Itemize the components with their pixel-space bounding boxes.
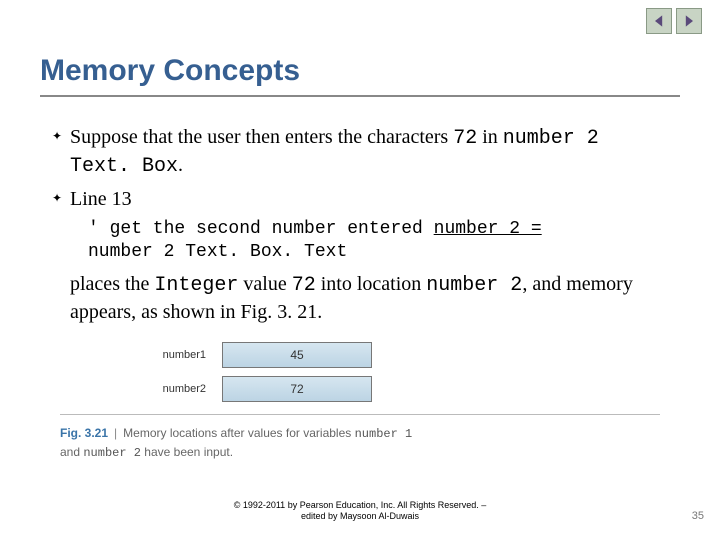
next-button[interactable] — [676, 8, 702, 34]
code-run: 72 — [292, 274, 316, 297]
slide: Memory Concepts ✦ Suppose that the user … — [0, 0, 720, 540]
text-run: have been input. — [141, 445, 233, 459]
bullet-item: ✦ Line 13 — [52, 186, 668, 212]
text-run: in — [477, 126, 503, 148]
memory-label: number2 — [92, 383, 222, 395]
slide-title: Memory Concepts — [40, 54, 300, 88]
bullet-marker: ✦ — [52, 124, 70, 180]
figure-label: Fig. 3.21 — [60, 426, 108, 440]
bullet-marker: ✦ — [52, 186, 70, 212]
memory-box: 72 — [222, 376, 372, 402]
text-run: places the — [70, 273, 154, 295]
memory-box: 45 — [222, 342, 372, 368]
code-run: Integer — [154, 274, 238, 297]
figure-sep: | — [108, 426, 123, 440]
figure-caption: Fig. 3.21|Memory locations after values … — [60, 424, 412, 462]
code-run: number 2 — [83, 446, 141, 460]
arrow-left-icon — [651, 13, 667, 29]
page-number: 35 — [692, 510, 704, 522]
nav-icons — [646, 8, 702, 34]
description-paragraph: places the Integer value 72 into locatio… — [70, 271, 668, 325]
code-run: number 1 — [355, 427, 413, 441]
title-underline — [40, 95, 680, 97]
code-assign: number 2 = — [434, 219, 542, 239]
figure-divider — [60, 414, 660, 415]
prev-button[interactable] — [646, 8, 672, 34]
memory-row: number2 72 — [92, 376, 612, 402]
memory-diagram: number1 45 number2 72 — [92, 342, 612, 410]
footer-line: © 1992-2011 by Pearson Education, Inc. A… — [234, 500, 487, 510]
text-run: into location — [316, 273, 427, 295]
text-run: . — [178, 154, 183, 176]
code-block: ' get the second number entered number 2… — [88, 218, 668, 263]
code-comment: ' get the second number entered — [88, 219, 434, 239]
text-run: and — [60, 445, 83, 459]
code-run: number 2 — [426, 274, 522, 297]
memory-row: number1 45 — [92, 342, 612, 368]
code-run: 72 — [453, 127, 477, 150]
bullet-item: ✦ Suppose that the user then enters the … — [52, 124, 668, 180]
bullet-text: Suppose that the user then enters the ch… — [70, 124, 668, 180]
footer-line: edited by Maysoon Al-Duwais — [301, 511, 419, 521]
arrow-right-icon — [681, 13, 697, 29]
code-expr: number 2 Text. Box. Text — [88, 242, 347, 262]
memory-label: number1 — [92, 349, 222, 361]
copyright-footer: © 1992-2011 by Pearson Education, Inc. A… — [0, 500, 720, 522]
bullet-text: Line 13 — [70, 186, 668, 212]
text-run: value — [238, 273, 291, 295]
text-run: Suppose that the user then enters the ch… — [70, 126, 453, 148]
bullet-list: ✦ Suppose that the user then enters the … — [52, 124, 668, 339]
text-run: Memory locations after values for variab… — [123, 426, 354, 440]
